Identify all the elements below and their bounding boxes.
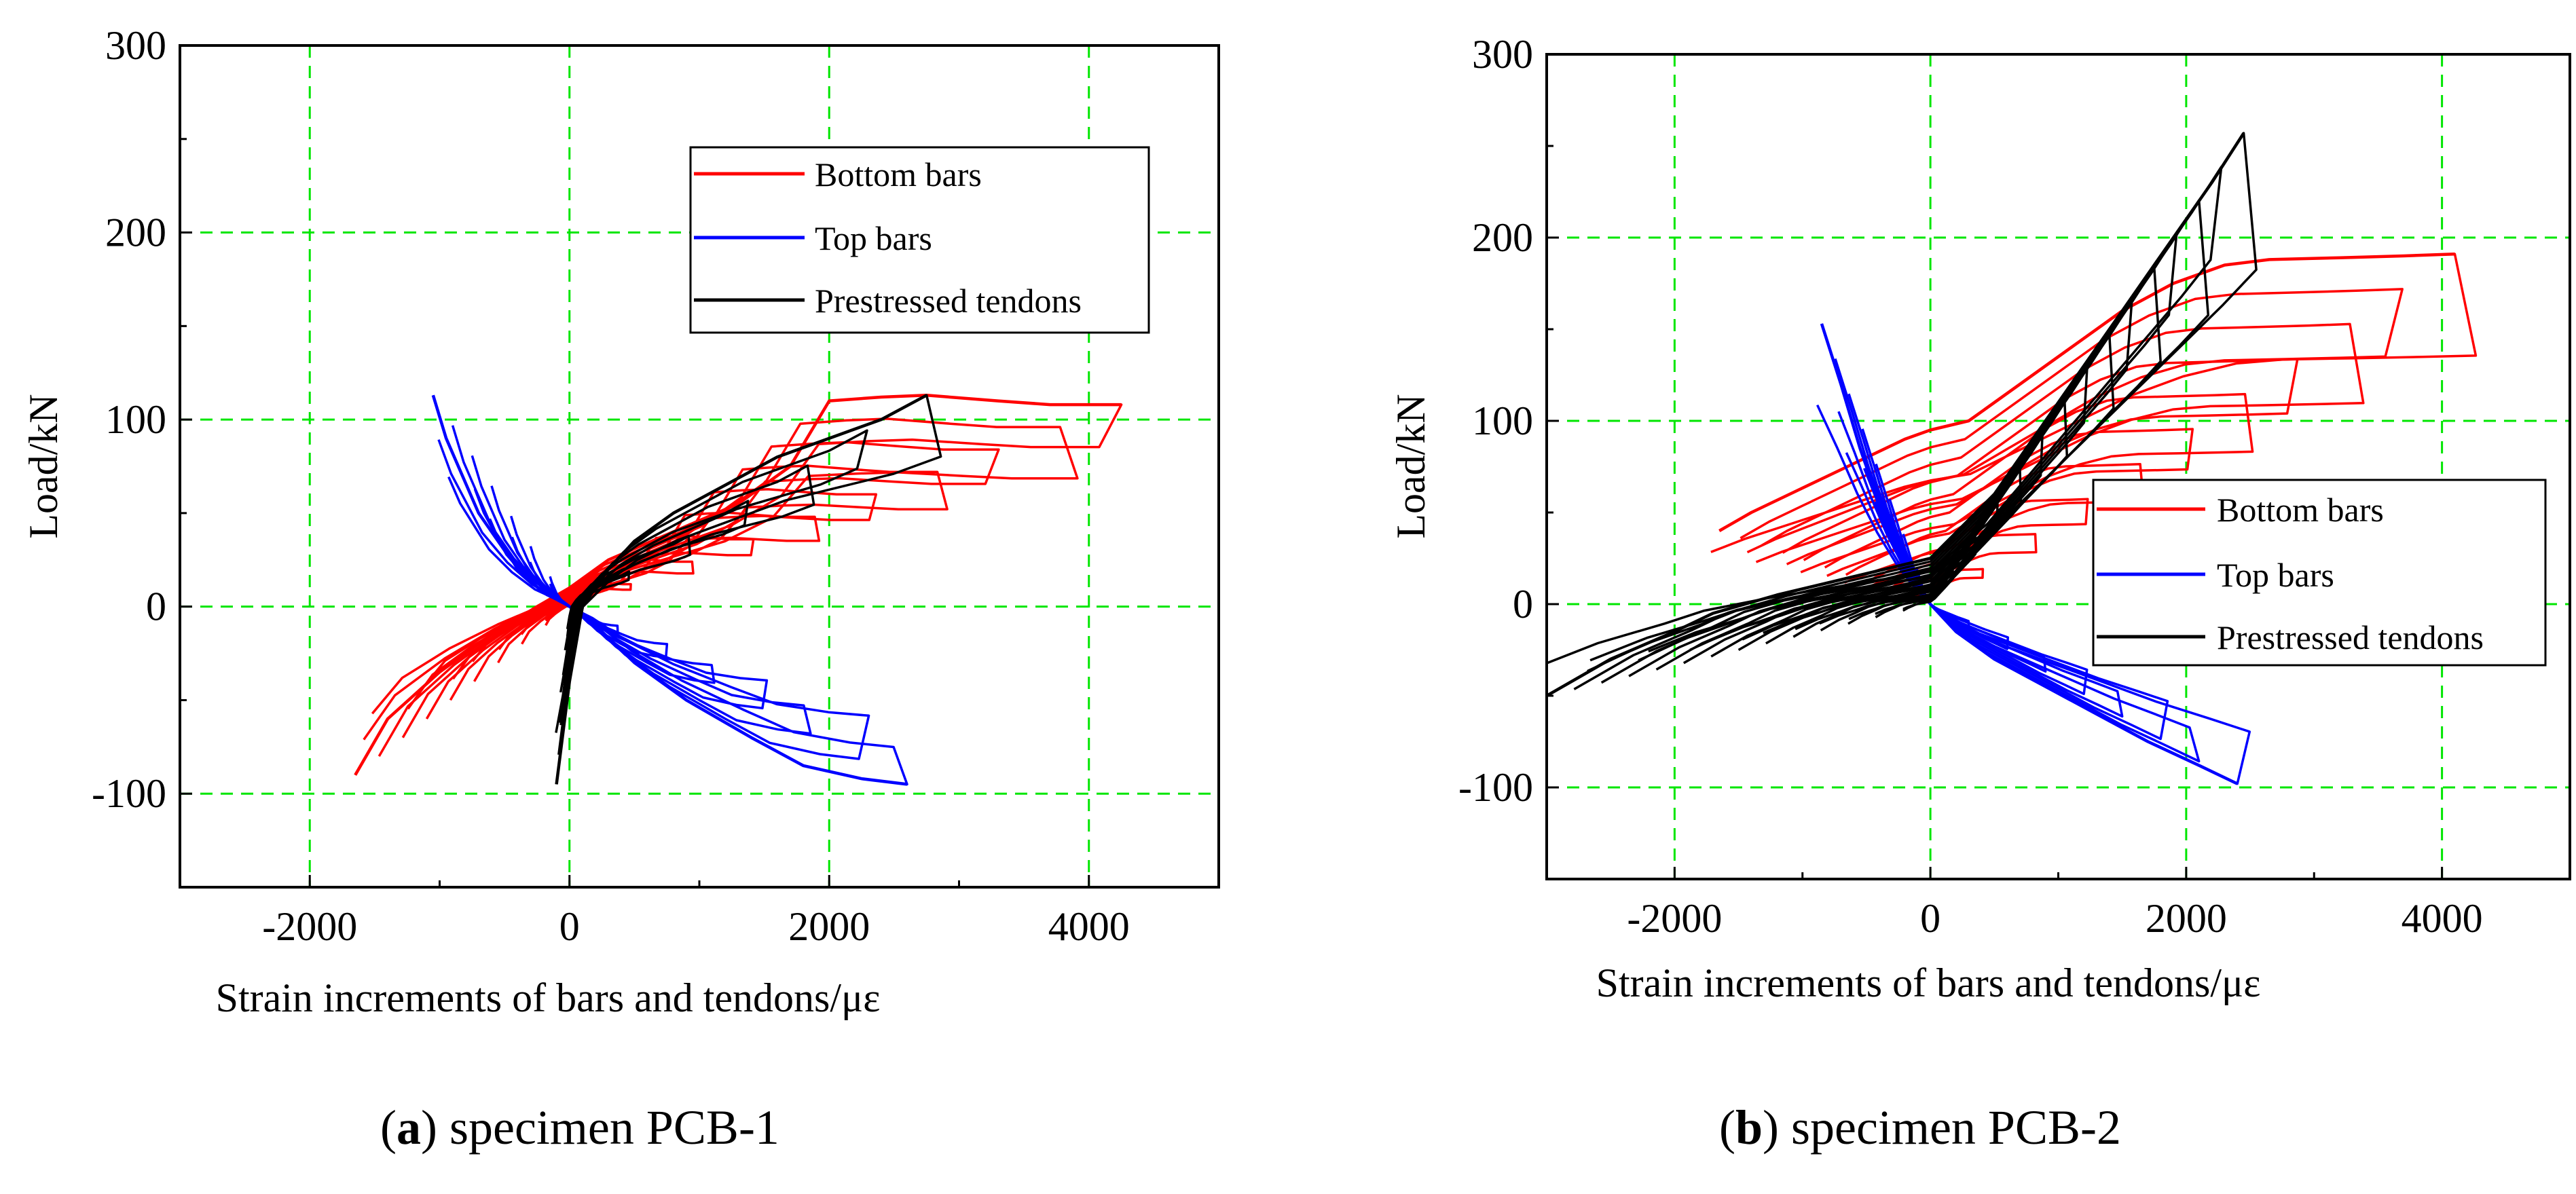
caption-b: (b) specimen PCB-2 bbox=[1719, 1100, 2121, 1155]
legend-label-bottom-bars-a: Bottom bars bbox=[815, 155, 982, 193]
series-line-top-bars-a bbox=[431, 394, 908, 786]
caption-letter-b: b bbox=[1735, 1100, 1763, 1155]
chart-panel-b: -2000 0 2000 4000 -100 0 100 200 300 Strain incr… bbox=[1388, 32, 2571, 1005]
y-tick-label-b: 300 bbox=[1472, 32, 1533, 77]
x-tick-label-b: 2000 bbox=[2146, 896, 2227, 941]
series-prestressed-tendons-b bbox=[1547, 132, 2258, 697]
series-prestressed-tendons-a bbox=[555, 394, 942, 785]
x-tick-label-a: 4000 bbox=[1048, 904, 1130, 949]
series-loop-bottom-bars-b bbox=[1800, 392, 2254, 574]
plot-area-b bbox=[1547, 132, 2478, 785]
series-top-bars-a bbox=[431, 394, 908, 786]
x-axis-label-a: Strain increments of bars and tendons/με bbox=[216, 975, 881, 1020]
series-bottom-bars-b bbox=[1710, 253, 2478, 600]
x-tick-label-a: 2000 bbox=[788, 904, 870, 949]
x-tick-label-a: 0 bbox=[559, 904, 580, 949]
x-tick-label-b: 0 bbox=[1920, 896, 1940, 941]
series-line-bottom-bars-a bbox=[354, 394, 1122, 776]
axis-ticks-a: -2000 0 2000 4000 -100 0 100 200 300 bbox=[92, 23, 1220, 949]
y-tick-label-b: 100 bbox=[1472, 398, 1533, 443]
series-loop-top-bars-a bbox=[447, 425, 870, 760]
y-tick-label-b: 200 bbox=[1472, 215, 1533, 260]
x-tick-label-b: -2000 bbox=[1627, 896, 1722, 941]
series-loop-bottom-bars-b bbox=[1782, 358, 2299, 565]
series-loop-bottom-bars-b bbox=[1824, 428, 2194, 577]
series-line-top-bars-b bbox=[1820, 323, 2239, 785]
caption-a: (a) specimen PCB-1 bbox=[380, 1100, 779, 1155]
series-loop-top-bars-a bbox=[471, 455, 812, 735]
y-tick-label-a: 200 bbox=[105, 210, 166, 255]
x-tick-label-a: -2000 bbox=[262, 904, 357, 949]
legend-a: Bottom bars Top bars Prestressed tendons bbox=[689, 146, 1150, 334]
series-loop-prestressed-tendons-b bbox=[1819, 468, 2023, 632]
series-loop-bottom-bars-a bbox=[354, 394, 1123, 776]
y-tick-label-b: 0 bbox=[1513, 582, 1533, 627]
legend-label-tendons-a: Prestressed tendons bbox=[815, 282, 1082, 320]
axis-ticks-b: -2000 0 2000 4000 -100 0 100 200 300 bbox=[1458, 32, 2571, 941]
series-bottom-bars-a bbox=[354, 394, 1123, 776]
y-tick-label-b: -100 bbox=[1458, 765, 1533, 810]
chart-panel-a: -2000 0 2000 4000 -100 0 100 200 300 Strain incr… bbox=[21, 23, 1220, 1020]
series-loop-bottom-bars-b bbox=[1755, 322, 2365, 563]
series-loop-bottom-bars-a bbox=[371, 417, 1079, 757]
y-tick-label-a: 100 bbox=[105, 397, 166, 442]
caption-letter-a: a bbox=[396, 1100, 421, 1155]
series-loop-bottom-bars-a bbox=[422, 464, 949, 720]
y-axis-label-a: Load/kN bbox=[21, 394, 66, 538]
legend-label-top-bars-b: Top bars bbox=[2217, 556, 2334, 594]
legend-label-bottom-bars-b: Bottom bars bbox=[2217, 491, 2384, 529]
y-tick-label-a: 300 bbox=[105, 23, 166, 68]
series-loop-top-bars-a bbox=[432, 394, 908, 786]
legend-b: Bottom bars Top bars Prestressed tendons bbox=[2092, 479, 2547, 667]
y-tick-label-a: 0 bbox=[146, 584, 166, 629]
caption-text-b: specimen PCB-2 bbox=[1791, 1100, 2121, 1155]
legend-label-tendons-b: Prestressed tendons bbox=[2217, 618, 2484, 656]
y-axis-label-b: Load/kN bbox=[1388, 394, 1433, 538]
x-axis-label-b: Strain increments of bars and tendons/με bbox=[1596, 960, 2261, 1005]
plot-area-a bbox=[354, 394, 1123, 786]
x-tick-label-b: 4000 bbox=[2402, 896, 2483, 941]
series-loop-prestressed-tendons-b bbox=[1792, 434, 2044, 638]
legend-label-top-bars-a: Top bars bbox=[815, 219, 932, 257]
series-loop-top-bars-a bbox=[488, 485, 769, 710]
y-tick-label-a: -100 bbox=[92, 771, 166, 816]
caption-text-a: specimen PCB-1 bbox=[449, 1100, 779, 1155]
series-loop-top-bars-a bbox=[510, 515, 716, 684]
